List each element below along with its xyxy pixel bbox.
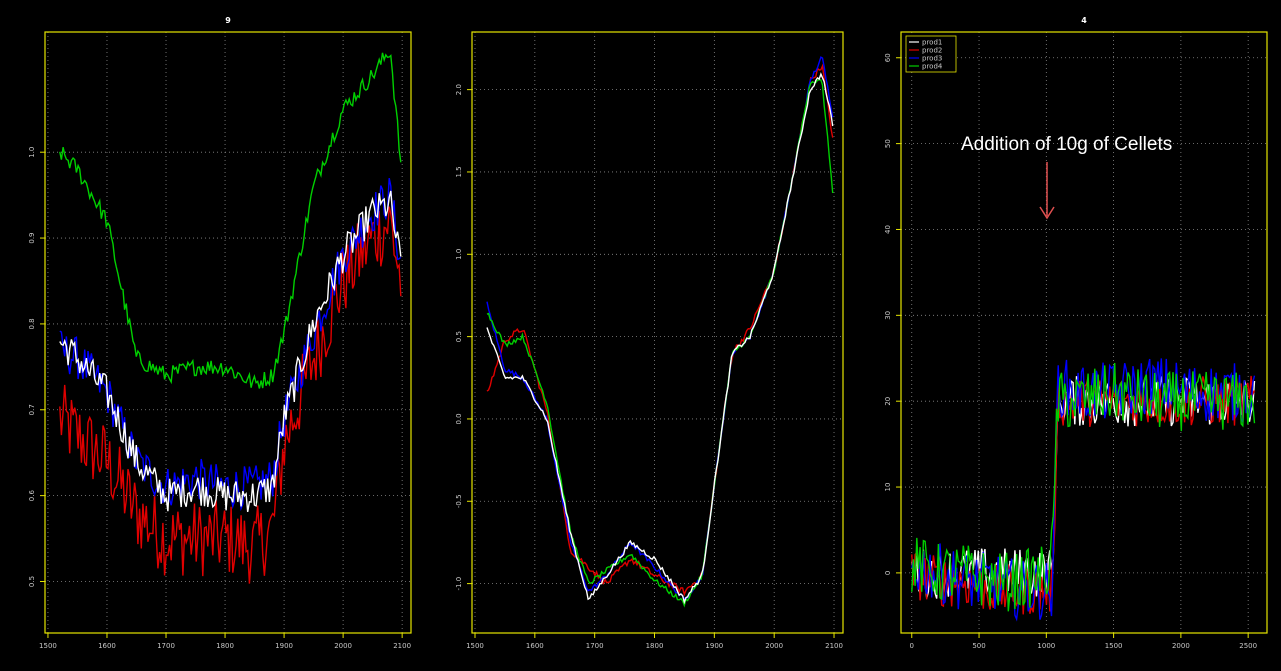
y-tick-label: 0.5 <box>455 331 463 342</box>
legend-label: prod4 <box>922 63 943 71</box>
series-line-left-s2 <box>59 178 402 512</box>
legend-label: prod2 <box>922 47 942 55</box>
y-tick-label: 2.0 <box>455 84 463 95</box>
chart-panel-left: 1500 1600 1700 1800 1900 2000 2100 0.5 0.6 0.7 0.8… <box>0 0 427 671</box>
y-tick-label: 0.8 <box>28 318 36 329</box>
y-tick-label: 50 <box>884 139 892 148</box>
plot-frame <box>900 31 1268 634</box>
y-tick-label: 40 <box>884 225 892 234</box>
x-tick-label: 1900 <box>705 642 723 650</box>
y-tick-label: 0.6 <box>28 490 36 502</box>
series-line-middle-s1 <box>486 63 834 597</box>
series-line-right-prod3 <box>911 358 1256 622</box>
x-tick-label: 1700 <box>157 642 175 650</box>
chart-svg-left: 1500 1600 1700 1800 1900 2000 2100 0.5 0.6 0.7 0.8… <box>28 16 412 650</box>
chart-title: 4 <box>1081 16 1087 25</box>
plot-frame <box>471 31 844 634</box>
series-line-left-s1 <box>59 206 402 584</box>
y-tick-label: 0.5 <box>28 576 36 587</box>
chart-svg-middle: 1500 1600 1700 1800 1900 2000 2100 -1.0 -0.5 0.0 0… <box>455 31 844 650</box>
x-tick-label: 2100 <box>825 642 843 650</box>
x-tick-label: 2500 <box>1239 642 1257 650</box>
y-tick-label: 1.5 <box>455 166 463 177</box>
x-tick-label: 1600 <box>526 642 544 650</box>
x-tick-label: 1500 <box>1105 642 1123 650</box>
y-tick-label: 0.9 <box>28 232 36 243</box>
y-tick-label: 10 <box>884 483 892 492</box>
series-line-middle-s3 <box>486 79 834 608</box>
x-tick-label: 1600 <box>98 642 116 650</box>
annotation-arrow-icon <box>1039 162 1055 220</box>
y-tick-label: 1.0 <box>455 249 463 260</box>
chart-svg-right: 0 500 1000 1500 2000 250001020304050604prod1p… <box>884 16 1268 650</box>
legend-label: prod3 <box>922 55 942 63</box>
x-tick-label: 0 <box>910 642 914 650</box>
y-tick-label: 0.0 <box>455 413 463 424</box>
x-tick-label: 1500 <box>39 642 57 650</box>
x-tick-label: 2000 <box>765 642 783 650</box>
y-tick-label: 30 <box>884 311 892 320</box>
x-tick-label: 1000 <box>1037 642 1055 650</box>
x-tick-label: 2000 <box>1172 642 1190 650</box>
y-tick-label: 0 <box>884 571 892 575</box>
x-tick-label: 2000 <box>334 642 352 650</box>
x-tick-label: 1900 <box>275 642 293 650</box>
series-line-left-s3 <box>59 190 402 513</box>
cellets-annotation: Addition of 10g of Cellets <box>961 134 1173 155</box>
y-tick-label: 20 <box>884 397 892 406</box>
series-line-right-prod2 <box>911 375 1256 615</box>
series-line-left-s4 <box>59 52 402 389</box>
x-tick-label: 1800 <box>216 642 234 650</box>
chart-title: 9 <box>225 16 231 25</box>
legend-label: prod1 <box>922 39 942 47</box>
x-tick-label: 2100 <box>393 642 411 650</box>
y-tick-label: -0.5 <box>455 494 463 508</box>
y-tick-label: -1.0 <box>455 577 463 591</box>
series-line-middle-s2 <box>486 56 834 600</box>
y-tick-label: 1.0 <box>28 147 36 158</box>
chart-panel-right: 0 500 1000 1500 2000 2500 0 10 20 30 40 50 60 4 prod1 p… <box>854 0 1281 671</box>
x-tick-label: 500 <box>972 642 985 650</box>
series-line-middle-s4 <box>486 72 834 605</box>
y-tick-label: 60 <box>884 53 892 62</box>
series-line-right-prod4 <box>911 362 1256 612</box>
y-tick-label: 0.7 <box>28 404 36 415</box>
x-tick-label: 1500 <box>466 642 484 650</box>
x-tick-label: 1800 <box>646 642 664 650</box>
x-tick-label: 1700 <box>586 642 604 650</box>
chart-panel-middle: 1500 1600 1700 1800 1900 2000 2100 -1.0 -0.5 0.0 0… <box>427 0 854 671</box>
plot-frame <box>44 31 412 634</box>
